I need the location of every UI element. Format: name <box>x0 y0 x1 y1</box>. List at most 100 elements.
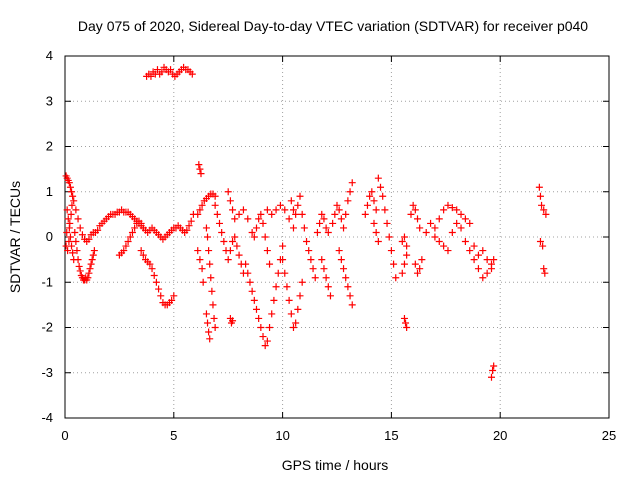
data-point <box>372 228 380 236</box>
y-tick-label: -2 <box>41 320 53 335</box>
data-point <box>248 228 256 236</box>
data-point <box>199 278 207 286</box>
data-point <box>196 206 204 214</box>
data-point <box>385 233 393 241</box>
data-point <box>348 179 356 187</box>
data-point <box>457 224 465 232</box>
data-point <box>67 210 75 218</box>
y-tick-label: -3 <box>41 365 53 380</box>
data-point <box>205 328 213 336</box>
data-point <box>257 210 265 218</box>
data-point <box>322 274 330 282</box>
data-point <box>194 210 202 218</box>
data-point <box>126 233 134 241</box>
data-point <box>158 68 166 76</box>
data-point <box>348 301 356 309</box>
x-axis-label: GPS time / hours <box>282 457 389 473</box>
x-tick-label: 10 <box>275 428 289 443</box>
data-point <box>137 247 145 255</box>
data-point <box>279 242 287 250</box>
data-point <box>418 256 426 264</box>
y-tick-label: 0 <box>46 229 53 244</box>
data-point <box>440 242 448 250</box>
data-point <box>453 219 461 227</box>
data-point <box>342 274 350 282</box>
data-point <box>209 301 217 309</box>
data-point <box>153 66 161 74</box>
data-point <box>427 219 435 227</box>
data-point <box>150 271 158 279</box>
data-point <box>73 247 81 255</box>
data-point <box>85 269 93 277</box>
data-point <box>298 210 306 218</box>
data-point <box>329 219 337 227</box>
data-point <box>466 247 474 255</box>
data-point <box>283 283 291 291</box>
data-point <box>335 206 343 214</box>
data-point <box>483 269 491 277</box>
data-point <box>474 265 482 273</box>
data-point <box>307 256 315 264</box>
data-point <box>62 242 70 250</box>
data-point <box>331 210 339 218</box>
data-point <box>470 242 478 250</box>
data-point <box>461 215 469 223</box>
data-point <box>535 183 543 191</box>
data-point <box>63 228 71 236</box>
data-point <box>285 296 293 304</box>
data-point <box>361 210 369 218</box>
data-point <box>342 210 350 218</box>
data-point <box>340 224 348 232</box>
data-point <box>414 269 422 277</box>
data-point <box>279 256 287 264</box>
data-point <box>372 206 380 214</box>
data-point <box>263 247 271 255</box>
data-point <box>337 256 345 264</box>
data-point <box>416 224 424 232</box>
data-point <box>387 247 395 255</box>
data-point <box>294 201 302 209</box>
data-point <box>346 292 354 300</box>
data-point <box>400 314 408 322</box>
data-point <box>538 201 546 209</box>
data-point <box>431 233 439 241</box>
data-point <box>137 219 145 227</box>
data-point <box>335 247 343 255</box>
data-point <box>250 296 258 304</box>
y-axis-label: SDTVAR / TECUs <box>7 181 23 293</box>
data-point <box>536 238 544 246</box>
data-point <box>461 238 469 246</box>
data-point <box>285 215 293 223</box>
data-point <box>252 305 260 313</box>
data-point <box>202 224 210 232</box>
data-point <box>205 247 213 255</box>
data-point <box>88 256 96 264</box>
data-point <box>196 165 204 173</box>
data-point <box>235 251 243 259</box>
data-point <box>540 265 548 273</box>
data-point <box>263 337 271 345</box>
data-point <box>76 267 84 275</box>
data-point <box>296 192 304 200</box>
data-point <box>440 206 448 214</box>
data-point <box>268 310 276 318</box>
data-point <box>120 247 128 255</box>
data-point <box>213 210 221 218</box>
data-point <box>303 238 311 246</box>
data-point <box>210 314 218 322</box>
data-point <box>409 201 417 209</box>
data-point <box>75 262 83 270</box>
data-point <box>536 192 544 200</box>
data-point <box>211 324 219 331</box>
data-point <box>204 233 212 241</box>
data-point <box>318 210 326 218</box>
data-point <box>487 373 495 381</box>
data-point <box>266 324 274 331</box>
data-point <box>470 256 478 264</box>
data-point <box>383 219 391 227</box>
data-point <box>272 206 280 214</box>
data-point <box>403 242 411 250</box>
x-tick-label: 20 <box>493 428 507 443</box>
data-point <box>309 265 317 273</box>
